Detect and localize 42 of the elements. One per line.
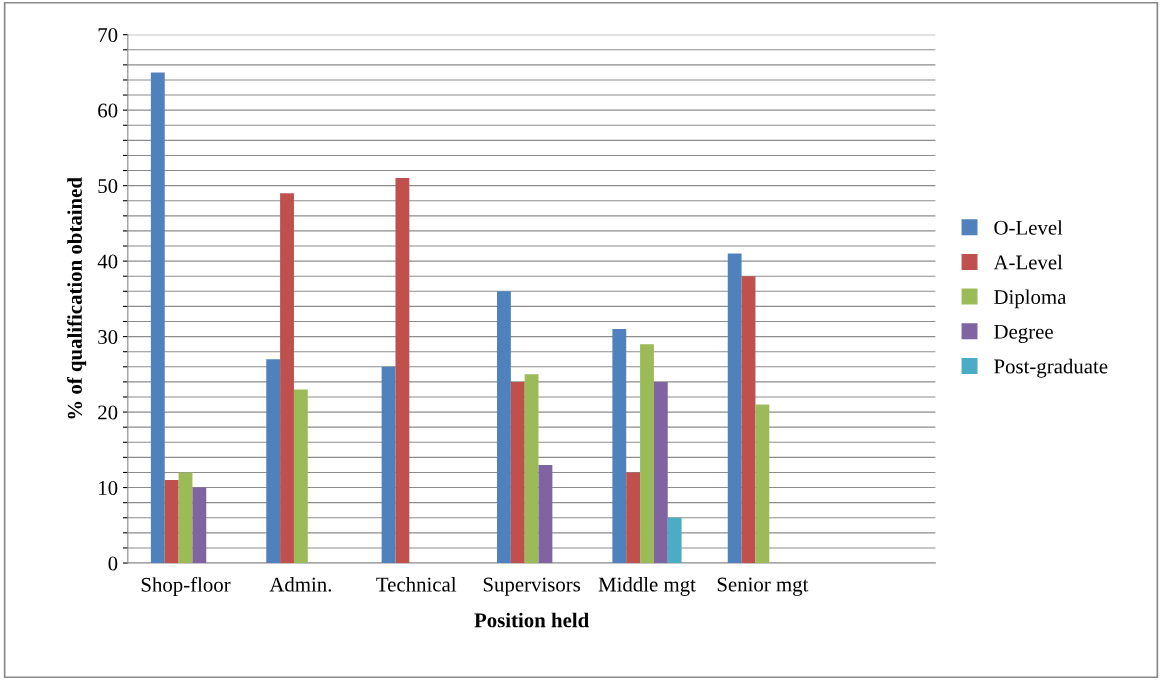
bar bbox=[395, 178, 410, 564]
bar bbox=[626, 472, 641, 564]
bar bbox=[178, 472, 193, 564]
bar bbox=[381, 366, 396, 564]
legend-label: O-Level bbox=[994, 220, 1063, 235]
bar bbox=[497, 291, 511, 564]
bar bbox=[741, 276, 756, 564]
y-tick-label: 50 bbox=[98, 179, 118, 194]
legend-label: Diploma bbox=[994, 289, 1067, 309]
bar bbox=[640, 344, 654, 564]
bar bbox=[192, 487, 207, 564]
bar bbox=[667, 517, 682, 564]
bar bbox=[538, 464, 553, 564]
y-tick-label: 30 bbox=[98, 329, 118, 345]
y-tick-label: 20 bbox=[98, 405, 118, 420]
bar bbox=[164, 480, 179, 564]
legend-label: A-Level bbox=[993, 254, 1063, 270]
bar bbox=[755, 404, 770, 564]
bar bbox=[150, 72, 165, 564]
bar bbox=[266, 359, 281, 564]
bar bbox=[653, 381, 668, 564]
y-axis-title: % of qualification obtained bbox=[67, 177, 87, 419]
legend-label: Post-graduate bbox=[994, 358, 1108, 378]
x-tick-label: Shop-floor bbox=[141, 576, 231, 597]
y-tick-label: 0 bbox=[108, 556, 118, 571]
x-tick-label: Supervisors bbox=[483, 577, 581, 596]
bar bbox=[612, 329, 627, 564]
x-tick-label: Technical bbox=[376, 576, 457, 592]
bar bbox=[280, 193, 294, 564]
bar bbox=[524, 374, 539, 564]
bar bbox=[510, 381, 525, 564]
y-tick-label: 60 bbox=[98, 103, 118, 118]
bar bbox=[293, 389, 308, 564]
x-tick-label: Middle mgt bbox=[598, 576, 696, 596]
y-tick-label: 70 bbox=[98, 28, 118, 43]
x-axis-title: Position held bbox=[474, 612, 589, 628]
bar bbox=[727, 253, 742, 564]
x-tick-label: Admin. bbox=[269, 576, 332, 592]
x-tick-label: Senior mgt bbox=[717, 577, 809, 596]
y-tick-label: 10 bbox=[99, 480, 118, 495]
legend-label: Degree bbox=[994, 324, 1053, 344]
y-tick-label: 40 bbox=[97, 254, 118, 269]
